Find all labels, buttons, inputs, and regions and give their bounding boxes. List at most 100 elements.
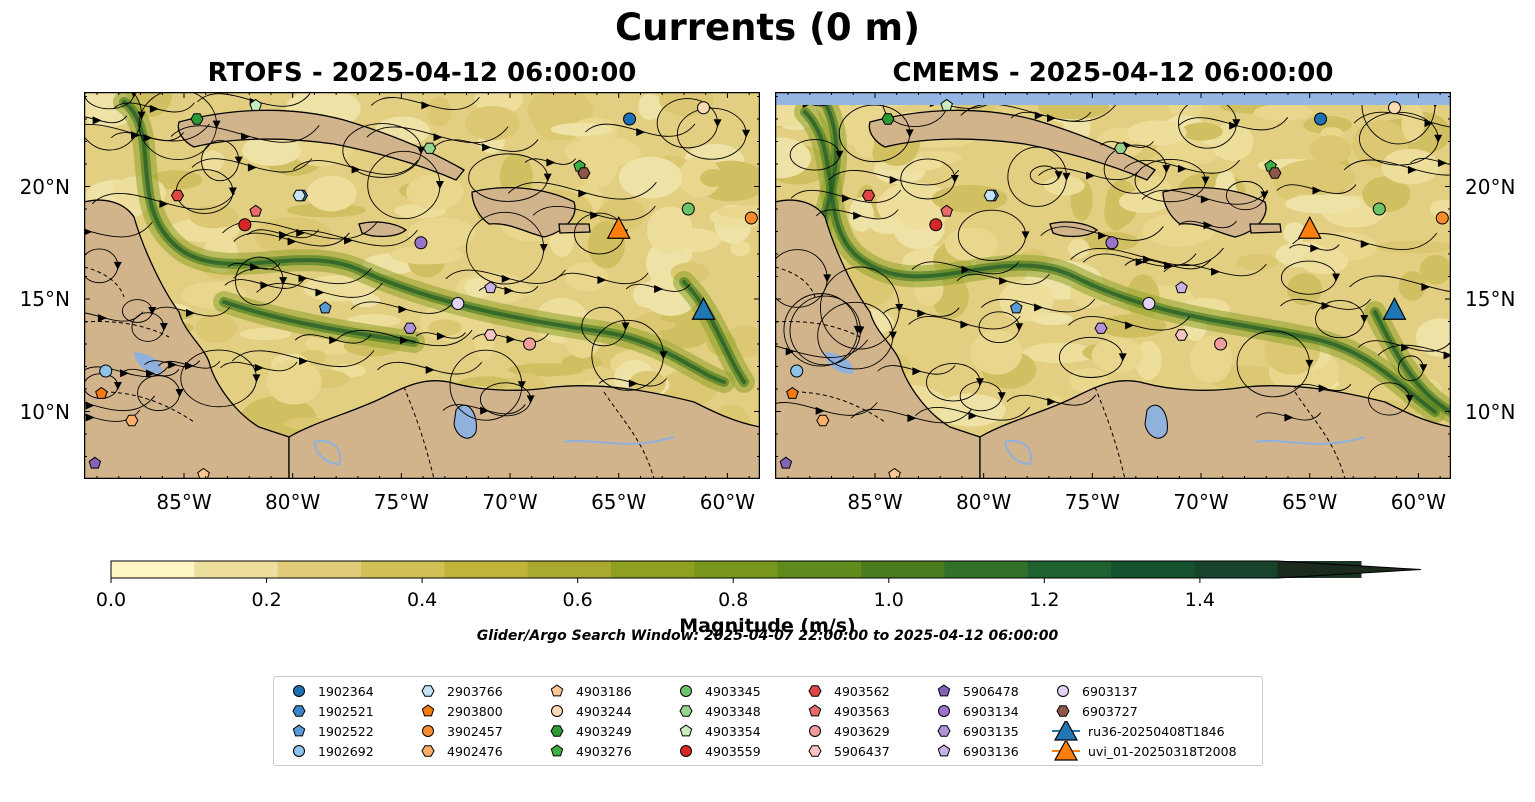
legend-entry-label: 4903276	[576, 743, 632, 759]
legend-entry-label: 1902521	[318, 703, 374, 719]
legend-marker-icon	[938, 705, 950, 717]
legend-entry-label: 6903135	[963, 723, 1019, 739]
colorbar-tick-label: 0.4	[407, 589, 438, 611]
float-marker-4903249	[881, 113, 895, 125]
legend-entry-label: 5906478	[963, 683, 1019, 699]
map-frame	[775, 92, 1451, 479]
no-data-strip	[775, 92, 1451, 105]
legend-marker-icon	[679, 705, 693, 717]
current-streamlines	[84, 92, 747, 422]
legend-entry: 6903134	[933, 701, 1019, 721]
float-marker-4903563	[940, 204, 953, 217]
legend-entry: 3902457	[417, 721, 503, 741]
float-marker-4902476	[816, 414, 830, 427]
float-marker-6903134	[1105, 236, 1119, 250]
legend-entry-label: 6903134	[963, 703, 1019, 719]
legend-entry-label: 6903136	[963, 743, 1019, 759]
float-marker-4903629	[1214, 337, 1228, 351]
lat-tick-label-right: 20°N	[1465, 174, 1516, 199]
search-window-note: Glider/Argo Search Window: 2025-04-07 22…	[476, 628, 1059, 644]
legend-entry: 4903563	[804, 701, 890, 721]
lon-tick-label: 60°W	[1390, 490, 1447, 514]
legend-entry: 1902521	[288, 701, 374, 721]
legend-marker-icon	[551, 705, 563, 717]
legend-entry-label: 1902522	[318, 723, 374, 739]
float-marker-6903727	[1268, 167, 1282, 179]
colorbar-segment	[611, 561, 695, 578]
cmems-map[interactable]	[775, 92, 1451, 479]
legend-entry-label: 2903766	[447, 683, 503, 699]
float-marker-2903766	[292, 189, 306, 202]
lat-tick-label-right: 15°N	[1465, 287, 1516, 311]
colorbar-segment	[694, 561, 779, 578]
legend-entry-label: 4903186	[576, 683, 632, 699]
colorbar-segment	[1194, 561, 1279, 578]
legend: 1902364 1902521 1902522 1902692 2903766 29038…	[273, 676, 1263, 766]
legend-entry: 6903136	[933, 741, 1019, 761]
legend-entry-label: 4903562	[834, 683, 890, 699]
float-marker-4903629	[523, 337, 537, 351]
colorbar-segment	[1111, 561, 1195, 578]
legend-entry-label: 4903244	[576, 703, 632, 719]
lon-tick-label: 75°W	[373, 490, 429, 514]
legend-entry: 1902692	[288, 741, 374, 761]
legend-marker-icon	[937, 744, 951, 757]
legend-entry-label: uvi_01-20250318T2008	[1088, 743, 1237, 759]
colorbar-segment	[861, 561, 945, 578]
float-marker-1902364	[623, 112, 637, 126]
float-marker-4903354	[249, 98, 262, 111]
lat-tick-label-left: 10°N	[19, 399, 70, 424]
legend-marker-icon	[680, 685, 692, 697]
float-marker-4903563	[249, 204, 262, 217]
float-marker-2903800	[786, 386, 799, 399]
legend-marker-icon	[808, 685, 822, 697]
colorbar-tick-label: 0.2	[251, 589, 282, 611]
lon-tick-label: 60°W	[699, 490, 756, 514]
lon-tick-label: 70°W	[482, 490, 538, 514]
lon-tick-label: 85°W	[847, 490, 903, 514]
legend-entry: 4903249	[546, 721, 632, 741]
float-marker-5906478	[88, 456, 102, 469]
colorbar-segment	[944, 561, 1029, 578]
float-marker-5906437	[1174, 329, 1189, 341]
legend-entry-label: 1902692	[318, 743, 374, 759]
legend-entry-label: 4903345	[705, 683, 761, 699]
legend-marker-icon	[293, 685, 305, 697]
legend-entry-label: 4903348	[705, 703, 761, 719]
legend-marker-icon	[550, 684, 564, 697]
legend-entry: uvi_01-20250318T2008	[1052, 741, 1237, 761]
colorbar-segment	[111, 561, 195, 578]
legend-entry: 2903766	[417, 681, 503, 701]
legend-marker-icon	[550, 744, 564, 757]
legend-entry: 4903559	[675, 741, 761, 761]
float-marker-4903186	[197, 467, 210, 479]
legend-marker-icon	[421, 685, 435, 697]
legend-entry-label: 4903559	[705, 743, 761, 759]
lat-tick-label-right: 10°N	[1465, 399, 1516, 424]
map-frame	[84, 92, 760, 479]
legend-entry-label: 2903800	[447, 703, 503, 719]
float-marker-4903354	[940, 98, 953, 111]
float-marker-6903134	[414, 236, 428, 250]
lon-tick-label: 65°W	[1282, 490, 1338, 514]
float-marker-6903135	[1094, 322, 1108, 334]
legend-entry: 4903244	[546, 701, 632, 721]
float-marker-1902692	[790, 364, 804, 378]
float-marker-6903727	[577, 167, 591, 179]
rtofs-map[interactable]	[84, 92, 760, 479]
legend-marker-icon	[679, 724, 693, 737]
float-marker-4903345	[681, 202, 695, 216]
lon-tick-label: 75°W	[1064, 490, 1120, 514]
lon-tick-label: 85°W	[156, 490, 212, 514]
legend-marker-icon	[809, 725, 821, 737]
glider-marker-ru36-20250408T1846	[691, 296, 716, 320]
colorbar-segment	[527, 561, 612, 578]
legend-marker-icon	[937, 684, 951, 697]
colorbar-tick-label: 1.0	[873, 589, 904, 611]
colorbar-segment	[277, 561, 362, 578]
float-marker-4903348	[423, 142, 437, 154]
float-marker-6903137	[1142, 297, 1156, 310]
float-marker-4903244	[696, 101, 710, 115]
legend-entry: 4903276	[546, 741, 632, 761]
rtofs-panel-title: RTOFS - 2025-04-12 06:00:00	[207, 58, 637, 88]
